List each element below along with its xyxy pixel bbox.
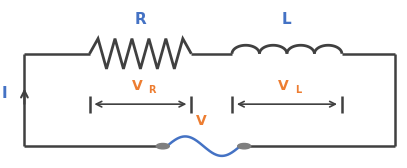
Text: L: L: [295, 85, 301, 95]
Text: R: R: [148, 85, 155, 95]
Text: V: V: [278, 79, 289, 93]
Text: V: V: [196, 114, 206, 128]
Text: L: L: [282, 12, 292, 27]
Text: I: I: [2, 86, 8, 101]
Text: R: R: [135, 12, 146, 27]
Text: V: V: [132, 79, 142, 93]
Circle shape: [156, 143, 169, 149]
Circle shape: [238, 143, 251, 149]
